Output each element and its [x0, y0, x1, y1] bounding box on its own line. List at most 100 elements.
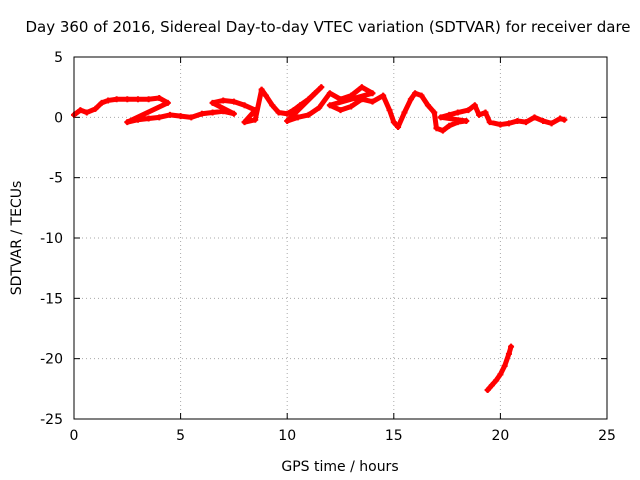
data-point [83, 109, 90, 116]
data-point [433, 125, 440, 132]
data-point [105, 97, 112, 104]
data-points [71, 84, 568, 394]
data-point [358, 84, 365, 91]
data-point [540, 117, 547, 124]
data-point [124, 119, 131, 126]
data-point [269, 102, 276, 109]
data-point [166, 111, 173, 118]
data-point [514, 117, 521, 124]
data-point [454, 109, 461, 116]
data-point [156, 95, 163, 102]
data-point [296, 102, 303, 109]
data-point [395, 123, 402, 130]
data-point [484, 387, 491, 394]
data-point [446, 111, 453, 118]
data-point [412, 90, 419, 97]
data-point [164, 99, 171, 106]
data-point [369, 98, 376, 105]
data-point [220, 97, 227, 104]
data-point [294, 114, 301, 121]
data-point [326, 90, 333, 97]
y-tick-label: 0 [54, 110, 63, 126]
plot-frame [73, 56, 608, 420]
x-axis-label: GPS time / hours [281, 459, 398, 475]
data-point [437, 114, 444, 121]
data-point [98, 99, 105, 106]
data-point [471, 102, 478, 109]
chart-title: Day 360 of 2016, Sidereal Day-to-day VTE… [25, 18, 630, 36]
data-point [497, 371, 504, 378]
y-tick-label: -20 [40, 352, 63, 368]
data-point [505, 120, 512, 127]
y-tick-label: 5 [54, 50, 63, 66]
data-point [209, 109, 216, 116]
x-tick-label: 0 [70, 428, 79, 444]
data-point [446, 122, 453, 129]
y-tick-label: -5 [49, 171, 63, 187]
data-point [230, 110, 237, 117]
data-point [318, 84, 325, 91]
data-point [369, 90, 376, 97]
data-point [463, 117, 470, 124]
series-main [71, 84, 568, 134]
y-tick-label: -10 [40, 231, 63, 247]
data-point [92, 105, 99, 112]
data-point [407, 96, 414, 103]
data-point [252, 116, 259, 123]
data-point [531, 114, 538, 121]
data-point [134, 96, 141, 103]
axis-ticks: 0 5 10 15 20 25 5 0 -5 -10 -15 -20 -25 [40, 50, 616, 444]
data-point [390, 119, 397, 126]
data-point [305, 96, 312, 103]
data-point [424, 102, 431, 109]
data-point [501, 362, 508, 369]
data-point [326, 102, 333, 109]
data-point [488, 382, 495, 389]
x-tick-label: 5 [176, 428, 185, 444]
data-point [134, 116, 141, 123]
x-tick-label: 15 [385, 428, 403, 444]
data-point [348, 92, 355, 99]
data-point [454, 119, 461, 126]
data-point [262, 92, 269, 99]
data-point [316, 104, 323, 111]
data-point [561, 116, 568, 123]
data-point [497, 121, 504, 128]
data-point [156, 114, 163, 121]
data-point [505, 350, 512, 357]
data-point [241, 119, 248, 126]
data-point [188, 114, 195, 121]
grid-lines [74, 57, 607, 419]
data-point [177, 113, 184, 120]
x-tick-label: 25 [598, 428, 616, 444]
data-point [124, 96, 131, 103]
data-point [348, 103, 355, 110]
data-point [311, 90, 318, 97]
series-lower [484, 343, 515, 394]
data-point [386, 107, 393, 114]
data-point [508, 343, 515, 350]
data-point [113, 96, 120, 103]
data-point [431, 109, 438, 116]
y-axis-label: SDTVAR / TECUs [9, 181, 25, 296]
data-point [493, 377, 500, 384]
data-point [548, 120, 555, 127]
data-point [380, 92, 387, 99]
data-point [198, 110, 205, 117]
data-point [145, 96, 152, 103]
data-point [290, 107, 297, 114]
data-point [284, 117, 291, 124]
data-point [275, 109, 282, 116]
data-point [220, 108, 227, 115]
data-point [476, 111, 483, 118]
data-point [241, 102, 248, 109]
data-point [77, 107, 84, 114]
data-point [358, 96, 365, 103]
data-point [337, 96, 344, 103]
data-point [439, 127, 446, 134]
data-point [522, 119, 529, 126]
data-point [145, 115, 152, 122]
data-point [401, 109, 408, 116]
data-point [337, 107, 344, 114]
